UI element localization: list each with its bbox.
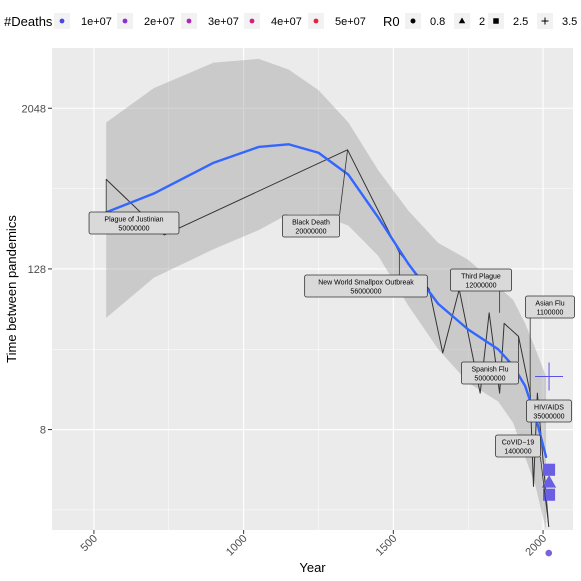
confidence-band-area [106,58,547,530]
annotation-deaths: 12000000 [465,283,496,290]
y-tick-label: 2048 [22,103,46,115]
annotation-deaths: 50000000 [118,226,149,233]
annotation-name: Asian Flu [535,301,564,308]
annotation-leader [339,149,348,216]
annotation-name: HIV/AIDS [534,405,564,412]
legend-r0-key [541,17,549,25]
legend-deaths-key [59,18,65,24]
x-tick-label: 1000 [224,533,250,559]
annotation-box [88,211,180,235]
annotation-black-death: Black Death 20000000 [282,149,348,238]
annotation-deaths: 1100000 [537,310,564,317]
x-axis-title: Year [299,560,326,575]
point-triangle [541,474,557,488]
x-tick-label: 1500 [374,533,400,559]
annotation-box [495,434,541,458]
annotation-deaths: 35000000 [533,414,564,421]
x-tick-label: 2000 [523,533,549,559]
legend-r0-label: 2.5 [513,16,528,28]
legend-deaths-key [122,18,128,24]
annotation-smallpox: New World Smallpox Outbreak 56000000 [304,252,428,298]
legend-r0-key [458,17,466,24]
confidence-band [106,58,547,530]
legend-r0-label: 3.5 [562,16,577,28]
annotation-name: Third Plague [461,274,501,281]
legend-deaths-label: 2e+07 [144,16,175,28]
annotation-deaths: 56000000 [350,289,381,296]
annotation-name: CoVID−19 [502,440,535,447]
annotation-plague-of-justinian: Plague of Justinian 50000000 [88,179,180,235]
smooth-trend-line [104,143,548,459]
point-circle [545,549,553,557]
annotation-deaths: 1400000 [504,449,531,456]
legend-r0-key [493,18,499,24]
annotation-spanish-flu: Spanish Flu 50000000 [461,336,519,385]
y-tick-label: 128 [28,264,46,276]
annotation-hiv-aids: HIV/AIDS 35000000 [526,393,572,423]
annotation-name: New World Smallpox Outbreak [318,280,414,287]
data-points [535,362,564,557]
y-tick-label: 8 [40,425,46,437]
annotation-deaths: 50000000 [474,376,505,383]
legend-deaths-label: 1e+07 [81,16,112,28]
legend-r0-key [410,18,416,24]
point-square [542,463,556,476]
annotation-box [282,214,340,238]
annotation-name: Plague of Justinian [104,217,163,224]
annotations: Plague of Justinian 50000000 Black Death 20… [88,149,575,527]
annotation-third-plague: Third Plague 12000000 [449,268,512,313]
annotation-box [449,268,512,292]
legend-deaths-key [249,18,255,24]
legend-r0-label: 2 [479,16,485,28]
legend-deaths-label: 4e+07 [271,16,302,28]
annotation-leader [540,456,550,527]
annotation-name: Spanish Flu [472,367,509,374]
annotation-box [526,399,572,423]
legend: #Deaths 1e+07 2e+07 3e+07 4e+07 5e+07 R0 0.8 2 2.… [4,13,577,29]
point-square [542,488,556,501]
annotation-box [304,274,428,298]
x-tick-label: 500 [79,533,100,554]
annotation-deaths: 20000000 [295,229,326,236]
annotation-name: Black Death [292,220,330,227]
point-plus [535,362,564,391]
legend-deaths-title: #Deaths [4,14,53,29]
y-axis-title: Time between pandemics [4,215,19,363]
legend-deaths-key [186,18,192,24]
legend-deaths-key [313,18,319,24]
legend-r0-label: 0.8 [430,16,445,28]
annotation-covid: CoVID−19 1400000 [495,434,550,527]
annotation-box [461,361,519,385]
annotation-asian-flu: Asian Flu 1100000 [525,295,575,394]
legend-deaths-label: 3e+07 [208,16,239,28]
legend-deaths-label: 5e+07 [335,16,366,28]
annotation-box [525,295,575,319]
legend-r0-title: R0 [383,14,400,29]
